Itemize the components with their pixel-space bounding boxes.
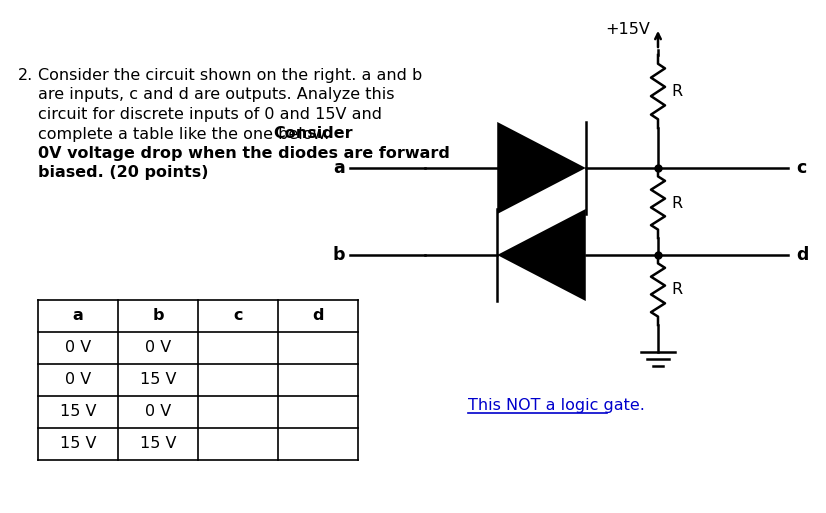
Text: are inputs, c and d are outputs. Analyze this: are inputs, c and d are outputs. Analyze… xyxy=(38,88,395,103)
Text: d: d xyxy=(312,308,324,324)
Text: 15 V: 15 V xyxy=(140,437,176,451)
Text: circuit for discrete inputs of 0 and 15V and: circuit for discrete inputs of 0 and 15V… xyxy=(38,107,382,122)
Text: 0 V: 0 V xyxy=(65,341,91,356)
Text: Consider the circuit shown on the right. a and b: Consider the circuit shown on the right.… xyxy=(38,68,422,83)
Text: R: R xyxy=(671,84,682,99)
Text: 0V voltage drop when the diodes are forward: 0V voltage drop when the diodes are forw… xyxy=(38,146,450,161)
Text: R: R xyxy=(671,195,682,210)
Text: 2.: 2. xyxy=(18,68,33,83)
Text: 0 V: 0 V xyxy=(145,404,171,420)
Text: 15 V: 15 V xyxy=(59,404,97,420)
Polygon shape xyxy=(497,209,586,301)
Text: R: R xyxy=(671,283,682,298)
Text: a: a xyxy=(333,159,345,177)
Text: Consider: Consider xyxy=(273,127,353,142)
Text: 0 V: 0 V xyxy=(65,372,91,387)
Text: 15 V: 15 V xyxy=(59,437,97,451)
Text: +15V: +15V xyxy=(605,23,650,37)
Text: complete a table like the one below.: complete a table like the one below. xyxy=(38,127,335,142)
Text: 0 V: 0 V xyxy=(145,341,171,356)
Text: biased. (20 points): biased. (20 points) xyxy=(38,166,208,181)
Text: c: c xyxy=(233,308,243,324)
Text: This NOT a logic gate.: This NOT a logic gate. xyxy=(468,398,645,413)
Text: b: b xyxy=(152,308,164,324)
Text: d: d xyxy=(796,246,809,264)
Text: b: b xyxy=(333,246,345,264)
Text: a: a xyxy=(73,308,83,324)
Polygon shape xyxy=(497,122,586,214)
Text: 15 V: 15 V xyxy=(140,372,176,387)
Text: c: c xyxy=(796,159,806,177)
